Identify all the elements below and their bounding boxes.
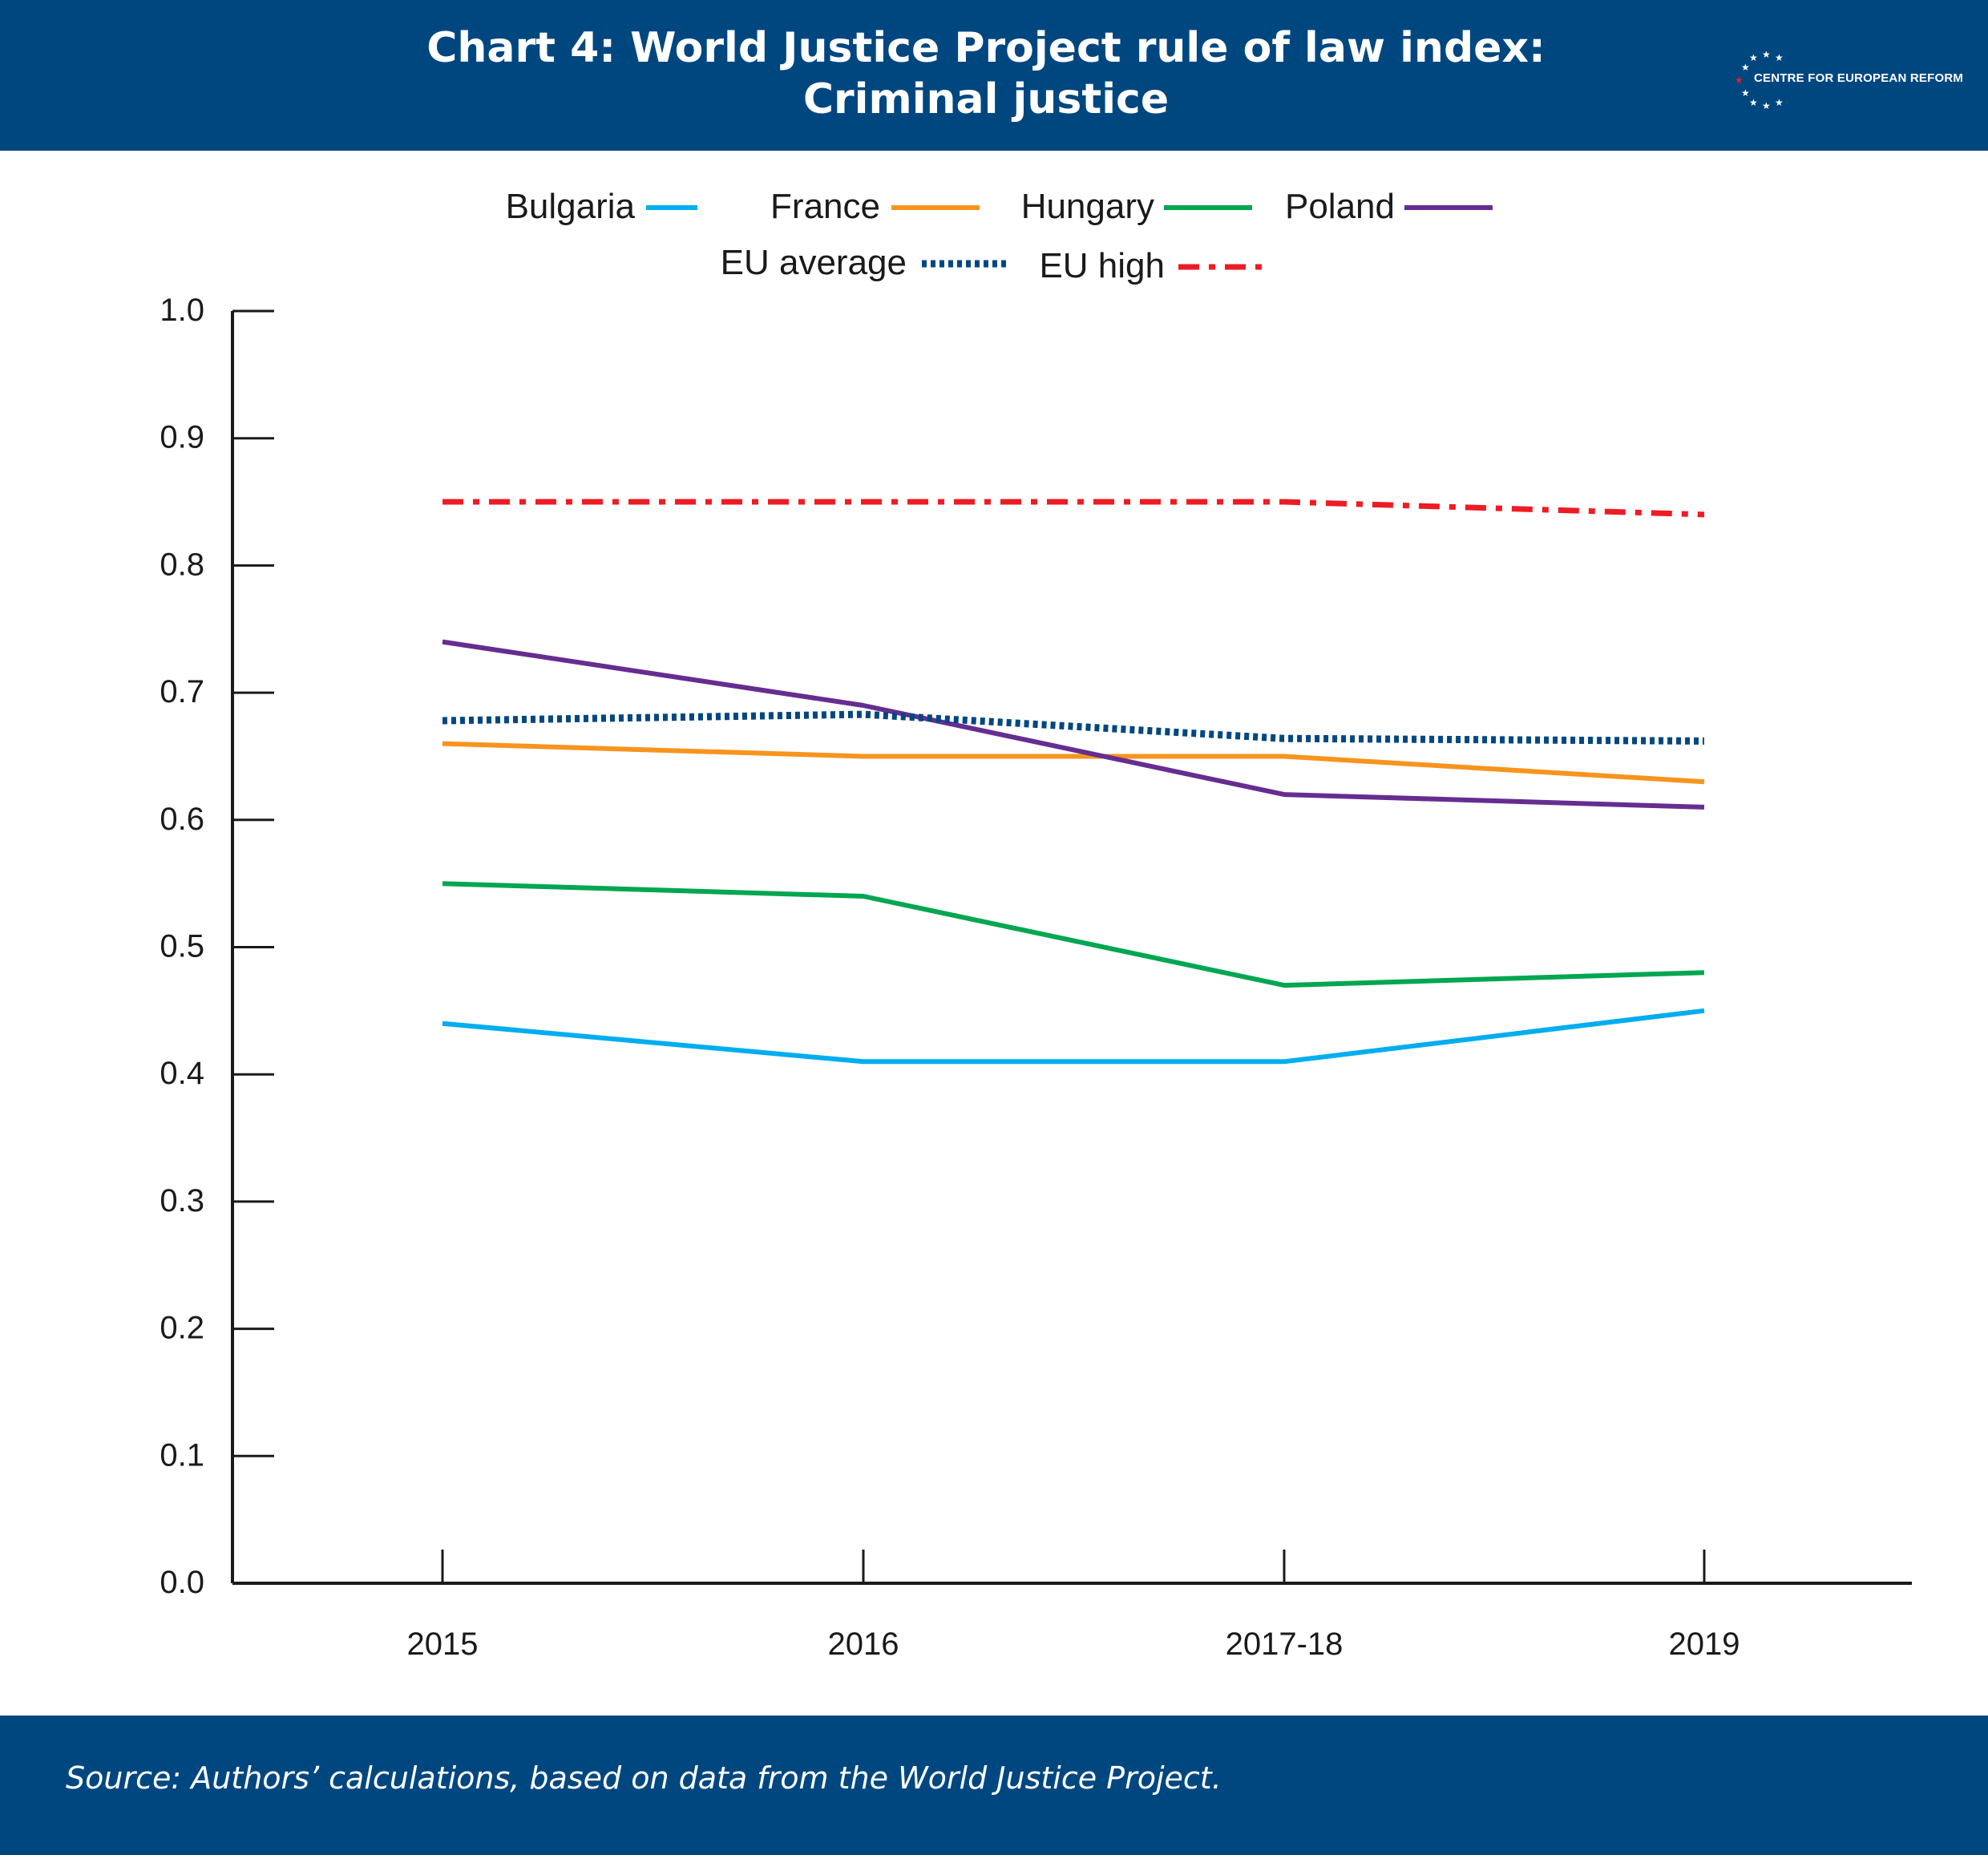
legend-label: France [770, 187, 880, 226]
y-tick-label: 0.4 [160, 1056, 204, 1091]
legend-label: EU high [1039, 246, 1165, 285]
x-tick-label: 2016 [828, 1627, 899, 1662]
y-tick-label: 0.7 [160, 674, 204, 709]
series-line-eu-average [442, 710, 1705, 745]
series-line-eu-high [442, 499, 1705, 518]
y-tick-label: 0.2 [160, 1311, 204, 1346]
y-tick-label: 0.1 [160, 1437, 204, 1473]
source-note: Source: Authors’ calculations, based on … [66, 1760, 1222, 1796]
x-tick-label: 2017-18 [1226, 1627, 1344, 1662]
chart-title: Chart 4: World Justice Project rule of l… [0, 22, 1972, 125]
chart-footer: Source: Authors’ calculations, based on … [0, 1716, 1988, 1855]
chart-header: Chart 4: World Justice Project rule of l… [0, 0, 1988, 151]
svg-text:★: ★ [1762, 49, 1771, 60]
y-tick-label: 0.3 [160, 1183, 204, 1218]
legend-label: EU average [721, 243, 907, 282]
line-chart: Bulgaria France Hungary Poland EU average EU … [160, 187, 1912, 1662]
y-tick-label: 0.0 [160, 1565, 204, 1600]
svg-text:★: ★ [1775, 52, 1784, 63]
chart-title-line-1: Chart 4: World Justice Project rule of l… [426, 24, 1546, 72]
chart-series [442, 499, 1705, 1065]
cer-logo: ★ ★ ★ ★ ★ ★ ★ ★ ★ CENTRE FOR EUROPEAN RE… [1731, 48, 1963, 115]
svg-text:★: ★ [1735, 75, 1744, 86]
svg-text:★: ★ [1749, 97, 1758, 108]
chart-legend: Bulgaria France Hungary Poland EU average EU … [506, 187, 1493, 285]
y-tick-label: 1.0 [160, 293, 204, 328]
legend-label: Poland [1285, 187, 1395, 226]
svg-text:★: ★ [1762, 100, 1771, 111]
logo-text: CENTRE FOR EUROPEAN REFORM [1754, 71, 1964, 85]
x-tick-label: 2019 [1669, 1627, 1740, 1662]
eu-stars-icon: ★ ★ ★ ★ ★ ★ ★ ★ ★ [1735, 49, 1784, 111]
chart-title-line-2: Criminal justice [802, 75, 1170, 123]
svg-text:★: ★ [1741, 87, 1750, 99]
svg-text:★: ★ [1741, 62, 1750, 73]
series-line-poland [442, 639, 1705, 810]
y-tick-label: 0.6 [160, 802, 204, 837]
y-tick-label: 0.5 [160, 929, 204, 964]
legend-label: Bulgaria [506, 187, 636, 226]
svg-text:★: ★ [1749, 52, 1758, 63]
series-line-france [442, 741, 1705, 785]
svg-text:★: ★ [1775, 97, 1784, 108]
y-tick-label: 0.8 [160, 547, 204, 582]
series-line-hungary [442, 881, 1705, 988]
legend-label: Hungary [1021, 187, 1154, 226]
chart-axes: 0.0 0.1 0.2 0.3 0.4 0.5 0.6 0.7 0.8 0.9 1.0 2015 201… [160, 293, 1912, 1662]
y-tick-label: 0.9 [160, 420, 204, 455]
x-tick-label: 2015 [407, 1627, 479, 1662]
series-line-bulgaria [442, 1008, 1705, 1065]
